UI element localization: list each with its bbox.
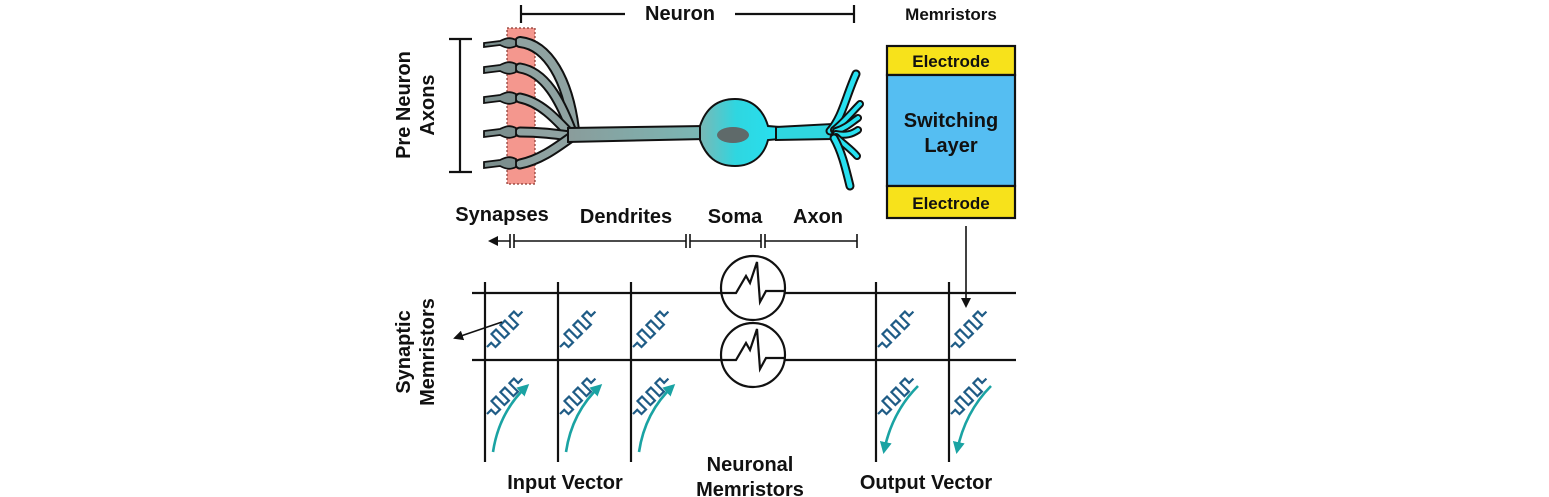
memristor-zigzag-icon	[559, 377, 597, 416]
input-vector-label: Input Vector	[507, 472, 623, 494]
memristor-zigzag-icon	[950, 377, 988, 416]
memristor-zigzag-icon	[632, 310, 670, 349]
neuron-illustration	[483, 36, 864, 191]
memristor-stack: Electrode Switching Layer Electrode	[885, 44, 1017, 220]
output-vector-label: Output Vector	[860, 472, 992, 494]
neuron-bracket: Neuron	[519, 3, 856, 25]
memristors-title: Memristors	[905, 5, 997, 24]
synaptic-memristor-grid	[486, 310, 988, 416]
section-extent-bar	[488, 234, 858, 248]
nucleus	[717, 127, 749, 143]
neuronal-memristors-label-line1: Neuronal	[707, 454, 794, 476]
pre-neuron-axons-bracket: Pre Neuron Axons	[393, 37, 472, 174]
current-arrows	[491, 383, 992, 454]
electrode-bottom-label: Electrode	[912, 194, 989, 213]
axon-terminal-branches	[825, 69, 864, 191]
switching-layer-label-line1: Switching	[904, 110, 998, 132]
soma-label: Soma	[708, 206, 763, 228]
neuronal-memristor	[719, 321, 787, 389]
synaptic-memristors-label-line2: Memristors	[417, 298, 439, 406]
neuron-title: Neuron	[645, 3, 715, 25]
curved-current-arrow-icon	[952, 385, 992, 454]
synaptic-memristors-pointer-arrow	[453, 321, 503, 341]
dendrite-trunk	[567, 124, 706, 144]
neuronal-memristor	[719, 254, 787, 322]
axon-label: Axon	[793, 206, 843, 228]
dendrites-label: Dendrites	[580, 206, 672, 228]
synaptic-memristors-label-line1: Synaptic	[393, 310, 415, 393]
neuronal-memristors-label-line2: Memristors	[696, 479, 804, 497]
memristor-zigzag-icon	[877, 377, 915, 416]
axon-shaft	[775, 122, 833, 142]
pre-neuron-axons-label-line1: Pre Neuron	[393, 51, 415, 159]
curved-current-arrow-icon	[564, 383, 603, 453]
memristor-zigzag-icon	[877, 310, 915, 349]
curved-current-arrow-icon	[879, 385, 919, 454]
memristor-zigzag-icon	[486, 310, 524, 349]
spike-waveform-icon	[721, 261, 785, 306]
pre-axon-terminals	[483, 37, 517, 170]
electrode-top-label: Electrode	[912, 52, 989, 71]
memristor-zigzag-icon	[559, 310, 597, 349]
memristor-zigzag-icon	[950, 310, 988, 349]
crossbar-array	[472, 282, 1016, 462]
memristor-zigzag-icon	[632, 377, 670, 416]
electrode-bottom	[885, 184, 1017, 220]
switching-layer	[885, 73, 1017, 188]
synapses-label: Synapses	[455, 204, 548, 226]
memristor-zigzag-icon	[486, 377, 524, 416]
switching-layer-label-line2: Layer	[924, 135, 978, 157]
curved-current-arrow-icon	[637, 383, 676, 453]
curved-current-arrow-icon	[491, 383, 530, 453]
pre-neuron-axons-label-line2: Axons	[417, 74, 439, 135]
spike-waveform-icon	[721, 328, 785, 373]
